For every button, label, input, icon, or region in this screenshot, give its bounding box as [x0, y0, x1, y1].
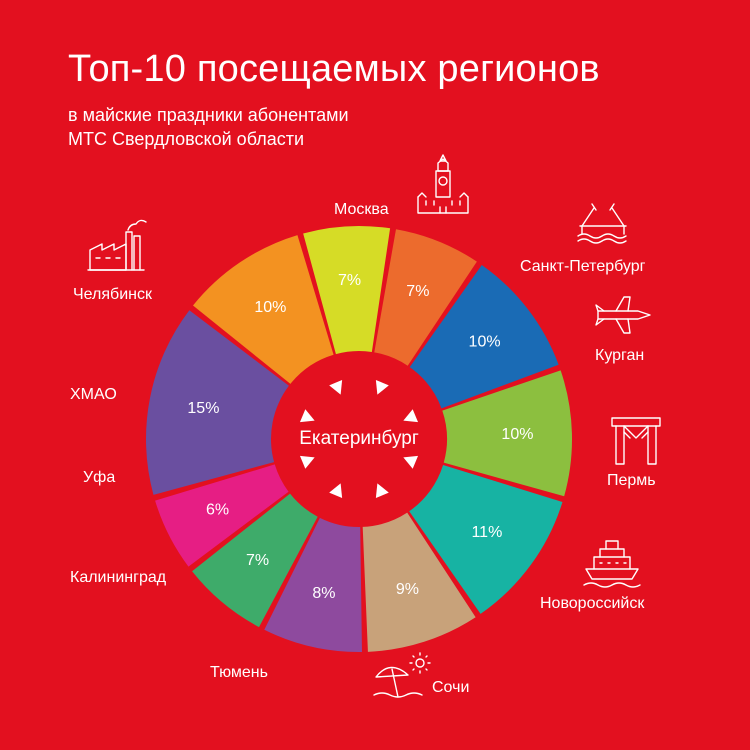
ship-icon	[583, 540, 641, 588]
label-kaliningrad: Калининград	[70, 569, 167, 586]
value-label-1: 7%	[338, 272, 361, 289]
value-label-6: 9%	[396, 581, 419, 598]
chart-value-labels: 10% 7% 7% 10% 10% 11% 9% 8% 7% 6% 15%	[187, 272, 533, 602]
center-triangle-6	[299, 409, 315, 423]
value-label-3: 10%	[469, 334, 501, 351]
label-sankt-peterburg: Санкт-Петербург	[520, 258, 646, 275]
center-triangle-5	[299, 455, 315, 469]
segment-2	[374, 229, 477, 366]
label-hmao: ХМАО	[70, 386, 117, 403]
value-label-7: 8%	[312, 585, 335, 602]
kremlin-tower-icon	[417, 154, 469, 214]
category-labels: Москва Санкт-Петербург Курган Пермь Ново…	[70, 201, 656, 696]
beach-umbrella-icon	[373, 652, 431, 698]
factory-icon	[87, 219, 147, 271]
drawbridge-icon	[577, 203, 627, 244]
label-perm: Пермь	[607, 472, 656, 489]
label-sochi: Сочи	[432, 679, 469, 696]
subtitle-line-1: в майские праздники абонентами	[68, 105, 349, 125]
segment-10	[146, 310, 289, 495]
value-label-8: 7%	[246, 552, 269, 569]
label-tyumen: Тюмень	[210, 664, 268, 681]
segment-1	[303, 226, 391, 355]
segment-0	[193, 235, 334, 384]
chart-segments	[146, 226, 572, 652]
page-title: Топ-10 посещаемых регионов	[68, 48, 600, 90]
label-novorossiysk: Новороссийск	[540, 595, 645, 612]
value-label-2: 7%	[406, 283, 429, 300]
value-label-0: 10%	[254, 299, 286, 316]
label-ufa: Уфа	[83, 469, 115, 486]
center-triangle-1	[403, 409, 419, 423]
center-triangle-0	[375, 379, 389, 395]
center-triangle-ring	[299, 379, 419, 499]
center-triangle-3	[375, 483, 389, 499]
fighter-jet-icon	[595, 296, 651, 334]
center-triangle-4	[329, 483, 343, 499]
segment-3	[409, 264, 559, 409]
segment-7	[264, 517, 362, 652]
value-label-5: 11%	[471, 524, 502, 541]
segment-4	[442, 370, 572, 497]
value-label-9: 6%	[206, 502, 229, 519]
segment-8	[192, 493, 318, 628]
segment-5	[409, 465, 563, 614]
center-label: Екатеринбург	[299, 428, 419, 449]
center-compass: Екатеринбург	[299, 379, 419, 499]
value-label-10: 15%	[187, 400, 219, 417]
page-subtitle: в майские праздники абонентами МТС Сверд…	[68, 103, 349, 151]
value-label-4: 10%	[501, 426, 533, 443]
center-triangle-7	[329, 379, 343, 395]
label-chelyabinsk: Челябинск	[73, 286, 153, 303]
label-kurgan: Курган	[595, 347, 644, 364]
label-moskva: Москва	[334, 201, 389, 218]
center-triangle-2	[403, 455, 419, 469]
segment-6	[362, 512, 476, 652]
subtitle-line-2: МТС Свердловской области	[68, 129, 305, 149]
gate-icon	[611, 417, 661, 465]
segment-9	[155, 464, 289, 567]
